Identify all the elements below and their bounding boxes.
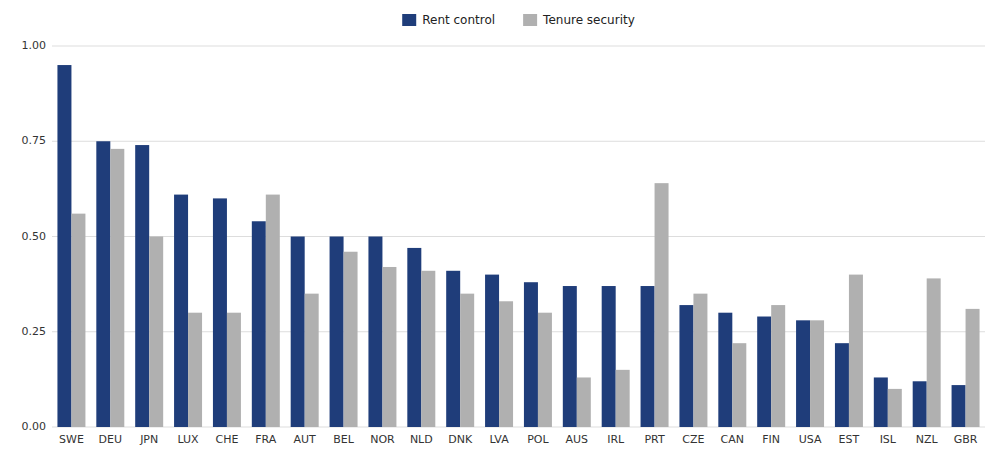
x-tick-label: DEU (99, 433, 122, 446)
bar (71, 214, 85, 427)
bar (96, 141, 110, 427)
x-tick-label: PRT (644, 433, 664, 446)
y-tick-label: 1.00 (22, 39, 47, 52)
bar (135, 145, 149, 427)
bar (368, 237, 382, 428)
x-tick-label: JPN (139, 433, 158, 446)
x-tick-label: SWE (59, 433, 84, 446)
bars (57, 65, 979, 427)
chart: 0.00 0.25 0.50 0.75 1.00 SWE DEU JPN LUX CHE FRA AU… (0, 0, 1000, 457)
bar (174, 195, 188, 427)
x-tick-label: AUT (294, 433, 317, 446)
bar (538, 313, 552, 427)
bar (485, 275, 499, 427)
bar (330, 237, 344, 428)
bar (57, 65, 71, 427)
legend: Rent control Tenure security (402, 13, 635, 27)
x-tick-label: DNK (448, 433, 473, 446)
bar (577, 377, 591, 427)
grid (52, 46, 985, 427)
bar (305, 294, 319, 427)
bar (888, 389, 902, 427)
x-tick-label: GBR (954, 433, 978, 446)
bar (655, 183, 669, 427)
grid-line (52, 236, 985, 237)
x-tick-label: CZE (682, 433, 704, 446)
y-tick-label: 0.00 (22, 420, 47, 433)
bar (679, 305, 693, 427)
bar (874, 377, 888, 427)
y-tick-label: 0.75 (22, 134, 47, 147)
bar (718, 313, 732, 427)
legend-swatch (523, 14, 537, 26)
x-tick-label: FRA (255, 433, 277, 446)
x-tick-label: EST (839, 433, 860, 446)
bar (616, 370, 630, 427)
x-tick-label: LVA (489, 433, 509, 446)
x-tick-label: LUX (177, 433, 199, 446)
bar (810, 320, 824, 427)
bar (693, 294, 707, 427)
grid-line (52, 141, 985, 142)
bar (757, 317, 771, 427)
x-tick-label: USA (799, 433, 822, 446)
bar (732, 343, 746, 427)
bar (641, 286, 655, 427)
x-tick-label: AUS (566, 433, 589, 446)
x-tick-label: BEL (333, 433, 354, 446)
x-tick-label: ISL (880, 433, 897, 446)
legend-label: Rent control (422, 13, 495, 27)
bar (966, 309, 980, 427)
x-tick-label: FIN (762, 433, 780, 446)
x-tick-label: NOR (370, 433, 395, 446)
bar (913, 381, 927, 427)
bar (266, 195, 280, 427)
bar (227, 313, 241, 427)
x-tick-label: NZL (916, 433, 939, 446)
bar (407, 248, 421, 427)
grid-line (52, 46, 985, 47)
bar (446, 271, 460, 427)
bar (602, 286, 616, 427)
bar (213, 198, 227, 427)
x-tick-label: CHE (215, 433, 238, 446)
x-tick-label: NLD (410, 433, 433, 446)
bar (149, 237, 163, 428)
y-tick-label: 0.25 (22, 325, 47, 338)
bar (344, 252, 358, 427)
bar (771, 305, 785, 427)
bar (927, 278, 941, 427)
y-tick-label: 0.50 (22, 230, 47, 243)
legend-label: Tenure security (542, 13, 635, 27)
bar (382, 267, 396, 427)
bar (563, 286, 577, 427)
legend-swatch (402, 14, 416, 26)
series (71, 149, 979, 427)
legend-item: Tenure security (523, 13, 635, 27)
bar (188, 313, 202, 427)
x-tick-label: IRL (607, 433, 625, 446)
bar (421, 271, 435, 427)
bar (835, 343, 849, 427)
x-tick-label: POL (527, 433, 549, 446)
bar (110, 149, 124, 427)
bar (849, 275, 863, 427)
series (57, 65, 965, 427)
bar (460, 294, 474, 427)
legend-item: Rent control (402, 13, 495, 27)
bar (499, 301, 513, 427)
y-axis: 0.00 0.25 0.50 0.75 1.00 (22, 39, 47, 433)
x-axis: SWE DEU JPN LUX CHE FRA AUT BEL NOR NLD DNK LVA POL A… (59, 433, 978, 446)
x-tick-label: CAN (721, 433, 744, 446)
bar (252, 221, 266, 427)
bar (524, 282, 538, 427)
bar (796, 320, 810, 427)
bar (291, 237, 305, 428)
bar (952, 385, 966, 427)
